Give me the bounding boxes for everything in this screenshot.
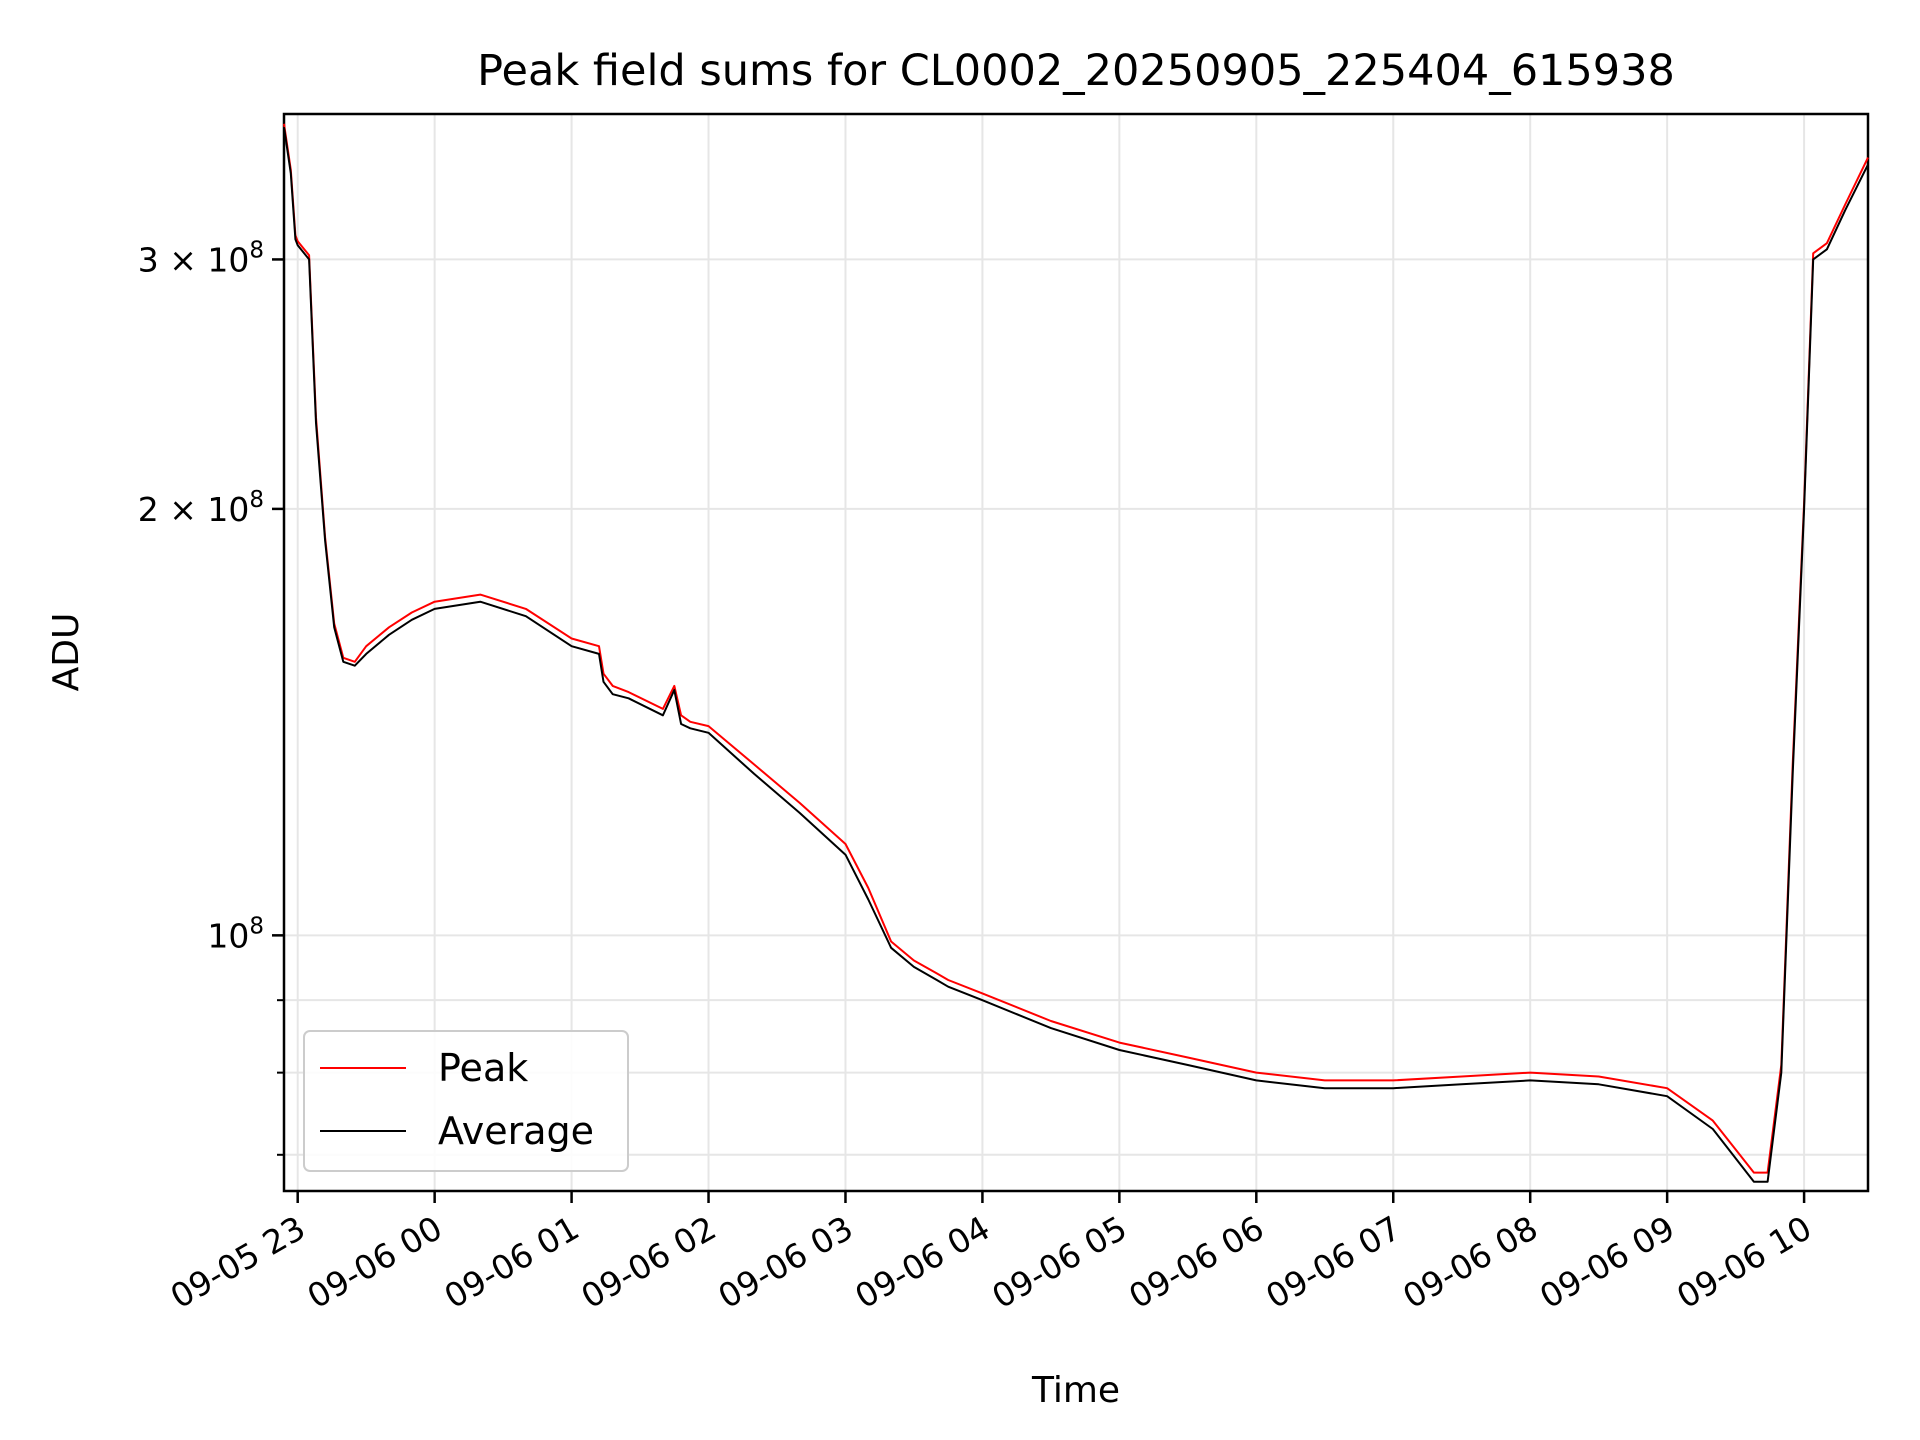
x-tick-label: 09-06 05 [985,1208,1133,1316]
y-tick-exponent: 8 [249,237,264,263]
plot-frame [282,112,1870,1193]
legend-box [303,1030,629,1172]
y-tick-label: 108 [207,913,264,955]
y-tick-base: 10 [207,916,249,955]
y-tick-label: 2 × 108 [138,487,264,529]
y-tick-base: 3 × 10 [138,240,250,279]
series-layer [283,123,1869,1183]
x-tick-label: 09-06 08 [1396,1208,1544,1316]
y-axis-title: ADU [46,613,87,692]
x-tick-label: 09-06 01 [438,1208,586,1316]
x-tick-label: 09-06 06 [1122,1208,1270,1316]
grid [284,114,1868,1191]
x-tick-label: 09-06 02 [575,1208,723,1316]
x-tick-label: 09-06 04 [848,1208,996,1316]
x-axis-title: Time [1031,1370,1120,1411]
series-line-peak [283,123,1869,1174]
x-tick-label: 09-06 00 [301,1208,449,1316]
y-tick-exponent: 8 [249,913,264,939]
series-line-average [283,126,1869,1183]
chart-title: Peak field sums for CL0002_20250905_2254… [477,46,1675,96]
x-tick-label: 09-06 10 [1670,1208,1818,1316]
x-tick-label: 09-06 09 [1533,1208,1681,1316]
legend-label-peak: Peak [438,1046,528,1090]
legend-label-average: Average [438,1109,594,1153]
x-tick-label: 09-06 03 [711,1208,859,1316]
x-tick-label: 09-06 07 [1259,1208,1407,1316]
y-tick-label: 3 × 108 [138,237,264,279]
x-tick-label: 09-05 23 [164,1208,312,1316]
legend: Peak Average [303,1030,629,1172]
y-tick-exponent: 8 [249,487,264,513]
y-tick-base: 2 × 10 [138,490,250,529]
